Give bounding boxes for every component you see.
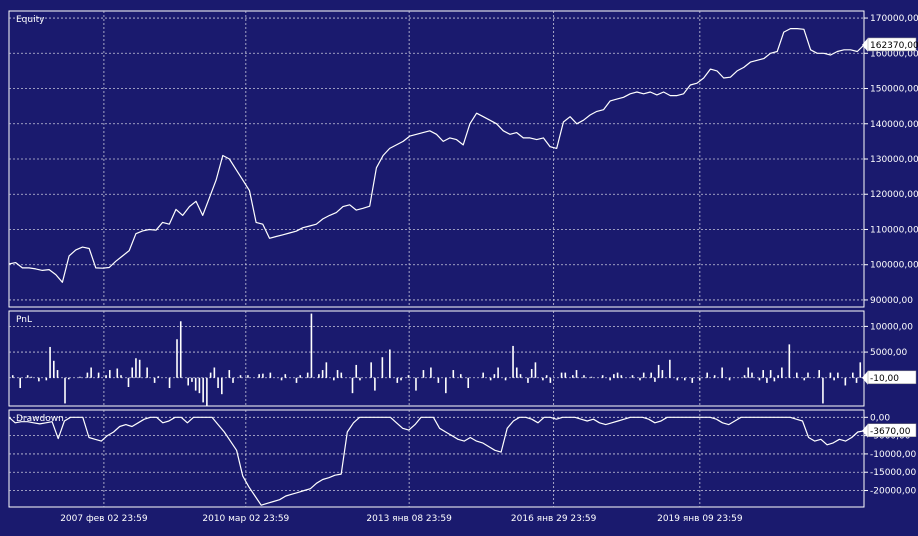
equity-y-tick-label: 110000,00 (870, 225, 918, 235)
drawdown-last-value-label: -3670,00 (870, 427, 911, 437)
drawdown-series-line (8, 416, 865, 506)
equity-y-tick-label: 170000,00 (870, 14, 918, 24)
panel-frame (8, 310, 865, 407)
drawdown-last-value-pointer (862, 423, 868, 438)
x-tick-label: 2019 янв 09 23:59 (657, 514, 743, 524)
x-tick-label: 2016 янв 29 23:59 (511, 514, 597, 524)
equity-y-tick-label: 130000,00 (870, 155, 918, 165)
equity-panel-title: Equity (16, 15, 45, 25)
drawdown-y-tick-label: 0,00 (870, 413, 890, 423)
x-tick-label: 2013 янв 08 23:59 (366, 514, 452, 524)
pnl-y-tick-label: 5000,00 (870, 348, 907, 358)
panel-frame (8, 409, 865, 508)
equity-y-tick-label: 90000,00 (870, 296, 913, 306)
equity-y-tick-label: 160000,00 (870, 49, 918, 59)
equity-series-line (8, 28, 865, 283)
x-tick-label: 2010 мар 02 23:59 (202, 514, 289, 524)
pnl-last-value-box (867, 370, 917, 385)
drawdown-last-value-box (867, 423, 917, 438)
drawdown-y-tick-label: -10000,00 (870, 450, 916, 460)
x-tick-label: 2007 фев 02 23:59 (60, 514, 148, 524)
equity-y-tick-label: 150000,00 (870, 85, 918, 95)
pnl-last-value-pointer (862, 370, 868, 385)
equity-y-tick-label: 140000,00 (870, 120, 918, 130)
drawdown-y-tick-label: -15000,00 (870, 468, 916, 478)
drawdown-y-tick-label: -20000,00 (870, 487, 916, 497)
equity-last-value-pointer (862, 37, 868, 52)
pnl-last-value-label: -10,00 (870, 374, 899, 384)
pnl-y-tick-label: 10000,00 (870, 322, 913, 332)
drawdown-panel-title: Drawdown (16, 414, 64, 424)
pnl-panel-title: PnL (16, 315, 32, 325)
equity-last-value-label: 162370,00 (870, 41, 918, 51)
equity-last-value-box (867, 37, 917, 52)
equity-y-tick-label: 120000,00 (870, 190, 918, 200)
equity-y-tick-label: 100000,00 (870, 261, 918, 271)
